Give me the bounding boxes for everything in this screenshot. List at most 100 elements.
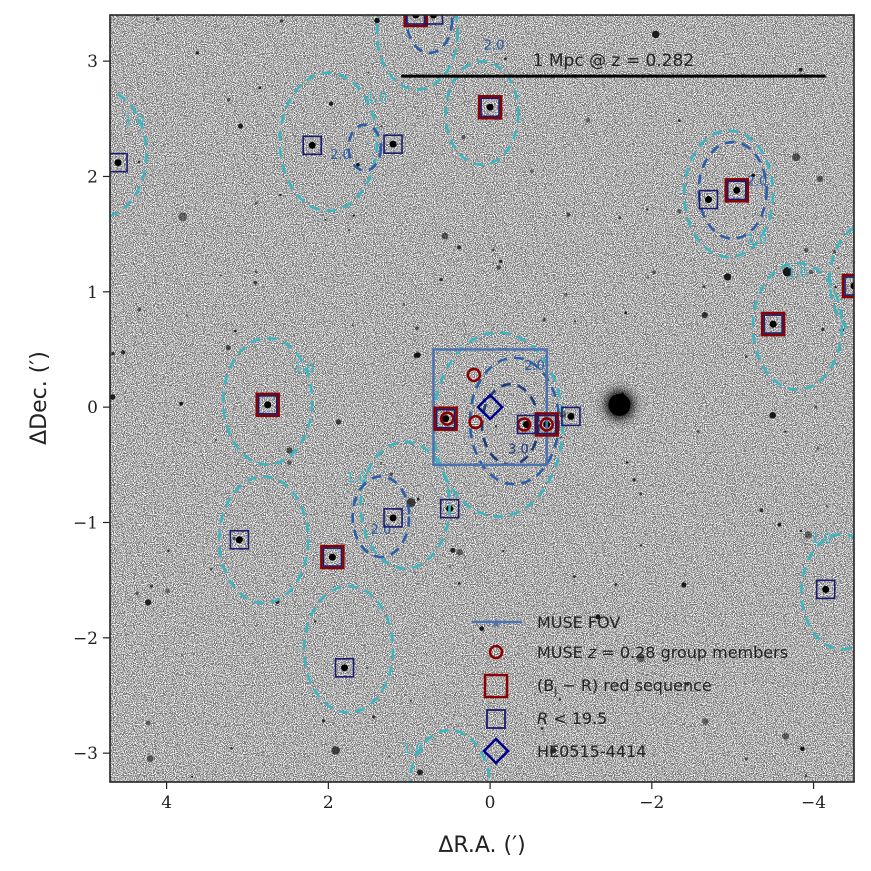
field-stars xyxy=(110,15,854,778)
field-star xyxy=(388,755,391,758)
y-tick-label: 3 xyxy=(87,52,98,72)
field-star xyxy=(356,162,360,167)
field-star xyxy=(146,720,151,726)
field-star xyxy=(230,747,233,750)
field-star xyxy=(530,169,534,174)
legend-entry-members: MUSE z = 0.28 group members xyxy=(488,643,788,662)
legend-fov-star-icon: ★ xyxy=(491,616,502,630)
field-star xyxy=(156,17,160,21)
source-blob xyxy=(328,553,336,561)
x-axis-title: ΔR.A. (′) xyxy=(438,833,525,858)
field-star xyxy=(279,193,282,197)
field-star xyxy=(499,259,503,263)
group-member-marker xyxy=(539,417,554,432)
field-star xyxy=(491,248,495,252)
field-star xyxy=(195,51,199,55)
field-star xyxy=(821,327,825,331)
field-star xyxy=(167,549,170,553)
field-star xyxy=(135,591,139,596)
field-star xyxy=(825,505,829,508)
field-star xyxy=(111,351,115,356)
field-star xyxy=(723,273,732,281)
field-star xyxy=(800,746,805,752)
bright-galaxy-marker xyxy=(439,498,460,519)
red-sequence-marker xyxy=(433,406,458,431)
contour-1-0 xyxy=(800,532,854,651)
field-star xyxy=(439,277,443,282)
field-star xyxy=(572,575,576,578)
field-star xyxy=(759,508,764,513)
red-sequence-marker xyxy=(255,392,280,418)
bright-galaxy-marker xyxy=(516,414,537,435)
field-star xyxy=(769,412,776,419)
contour-1-0 xyxy=(444,59,520,167)
contour-label: 2.0 xyxy=(524,359,545,374)
field-star xyxy=(777,522,782,527)
field-star xyxy=(646,276,650,279)
field-star xyxy=(479,626,485,631)
field-star xyxy=(542,317,547,322)
y-tick-label: 2 xyxy=(87,167,98,187)
y-tick-label: 0 xyxy=(87,398,98,418)
field-star xyxy=(352,214,355,217)
source-blob xyxy=(341,664,349,672)
field-star xyxy=(367,71,370,74)
field-star xyxy=(165,588,171,594)
field-star xyxy=(792,153,801,162)
bright-galaxy-marker xyxy=(561,406,581,427)
legend-red-sequence-label: (Bj − R) red sequence xyxy=(537,676,712,698)
legend-bright-square-icon xyxy=(486,709,506,729)
legend-entry-fov: ★ MUSE FOV xyxy=(472,613,620,632)
bright-galaxy-marker xyxy=(110,152,128,173)
field-star xyxy=(564,293,568,297)
plot-area: 1.0 2.0 2.0 1.0 2.0 1.0 1.0 1.0 2.0 3.0 1.0 2.0 1.0 1… xyxy=(110,15,854,782)
contour-label: 1.0 xyxy=(346,471,367,486)
source-blob xyxy=(429,15,437,19)
legend-members-circle-icon xyxy=(488,644,504,660)
field-star xyxy=(372,715,376,719)
contour-1-0 xyxy=(828,226,854,335)
field-star xyxy=(585,117,591,123)
field-star xyxy=(321,719,326,723)
field-star xyxy=(209,568,213,571)
contour-label: 2.0 xyxy=(371,523,392,538)
field-star xyxy=(502,550,505,552)
bright-galaxy-marker xyxy=(257,395,278,415)
contour-label: 2.0 xyxy=(484,39,505,54)
field-star xyxy=(782,267,793,277)
bright-galaxy-marker xyxy=(698,189,719,210)
field-star xyxy=(540,727,544,730)
bright-galaxy-marker xyxy=(302,135,322,156)
field-star xyxy=(145,599,152,606)
field-star xyxy=(632,478,636,482)
field-star xyxy=(328,101,334,106)
source-blob xyxy=(235,536,243,544)
legend-entry-red-sequence: (Bj − R) red sequence xyxy=(483,673,712,699)
y-tick-label: 1 xyxy=(87,283,98,303)
field-star xyxy=(744,757,748,761)
legend-qso-label: HE0515-4414 xyxy=(537,742,646,761)
field-star xyxy=(614,582,618,586)
legend-red-square-icon xyxy=(483,673,509,699)
field-star xyxy=(804,531,812,539)
field-star xyxy=(225,345,231,351)
field-star xyxy=(636,653,645,663)
field-star xyxy=(457,245,462,250)
field-star xyxy=(686,683,689,686)
contour-2-0 xyxy=(347,123,383,172)
field-star xyxy=(651,270,657,275)
source-blob xyxy=(733,186,741,194)
legend-bright-label: R < 19.5 xyxy=(537,709,607,728)
plot-frame xyxy=(109,14,855,783)
markers-layer xyxy=(110,15,854,678)
group-member-marker xyxy=(466,367,482,383)
y-tick-label: −2 xyxy=(73,629,98,649)
y-tick-label: −3 xyxy=(73,744,98,764)
field-star xyxy=(696,430,700,433)
field-star xyxy=(624,311,628,315)
bright-galaxy-marker xyxy=(815,579,836,600)
field-star xyxy=(784,430,787,433)
field-star xyxy=(348,229,351,232)
source-blob xyxy=(389,514,397,522)
y-axis-title: ΔDec. (′) xyxy=(27,351,52,445)
